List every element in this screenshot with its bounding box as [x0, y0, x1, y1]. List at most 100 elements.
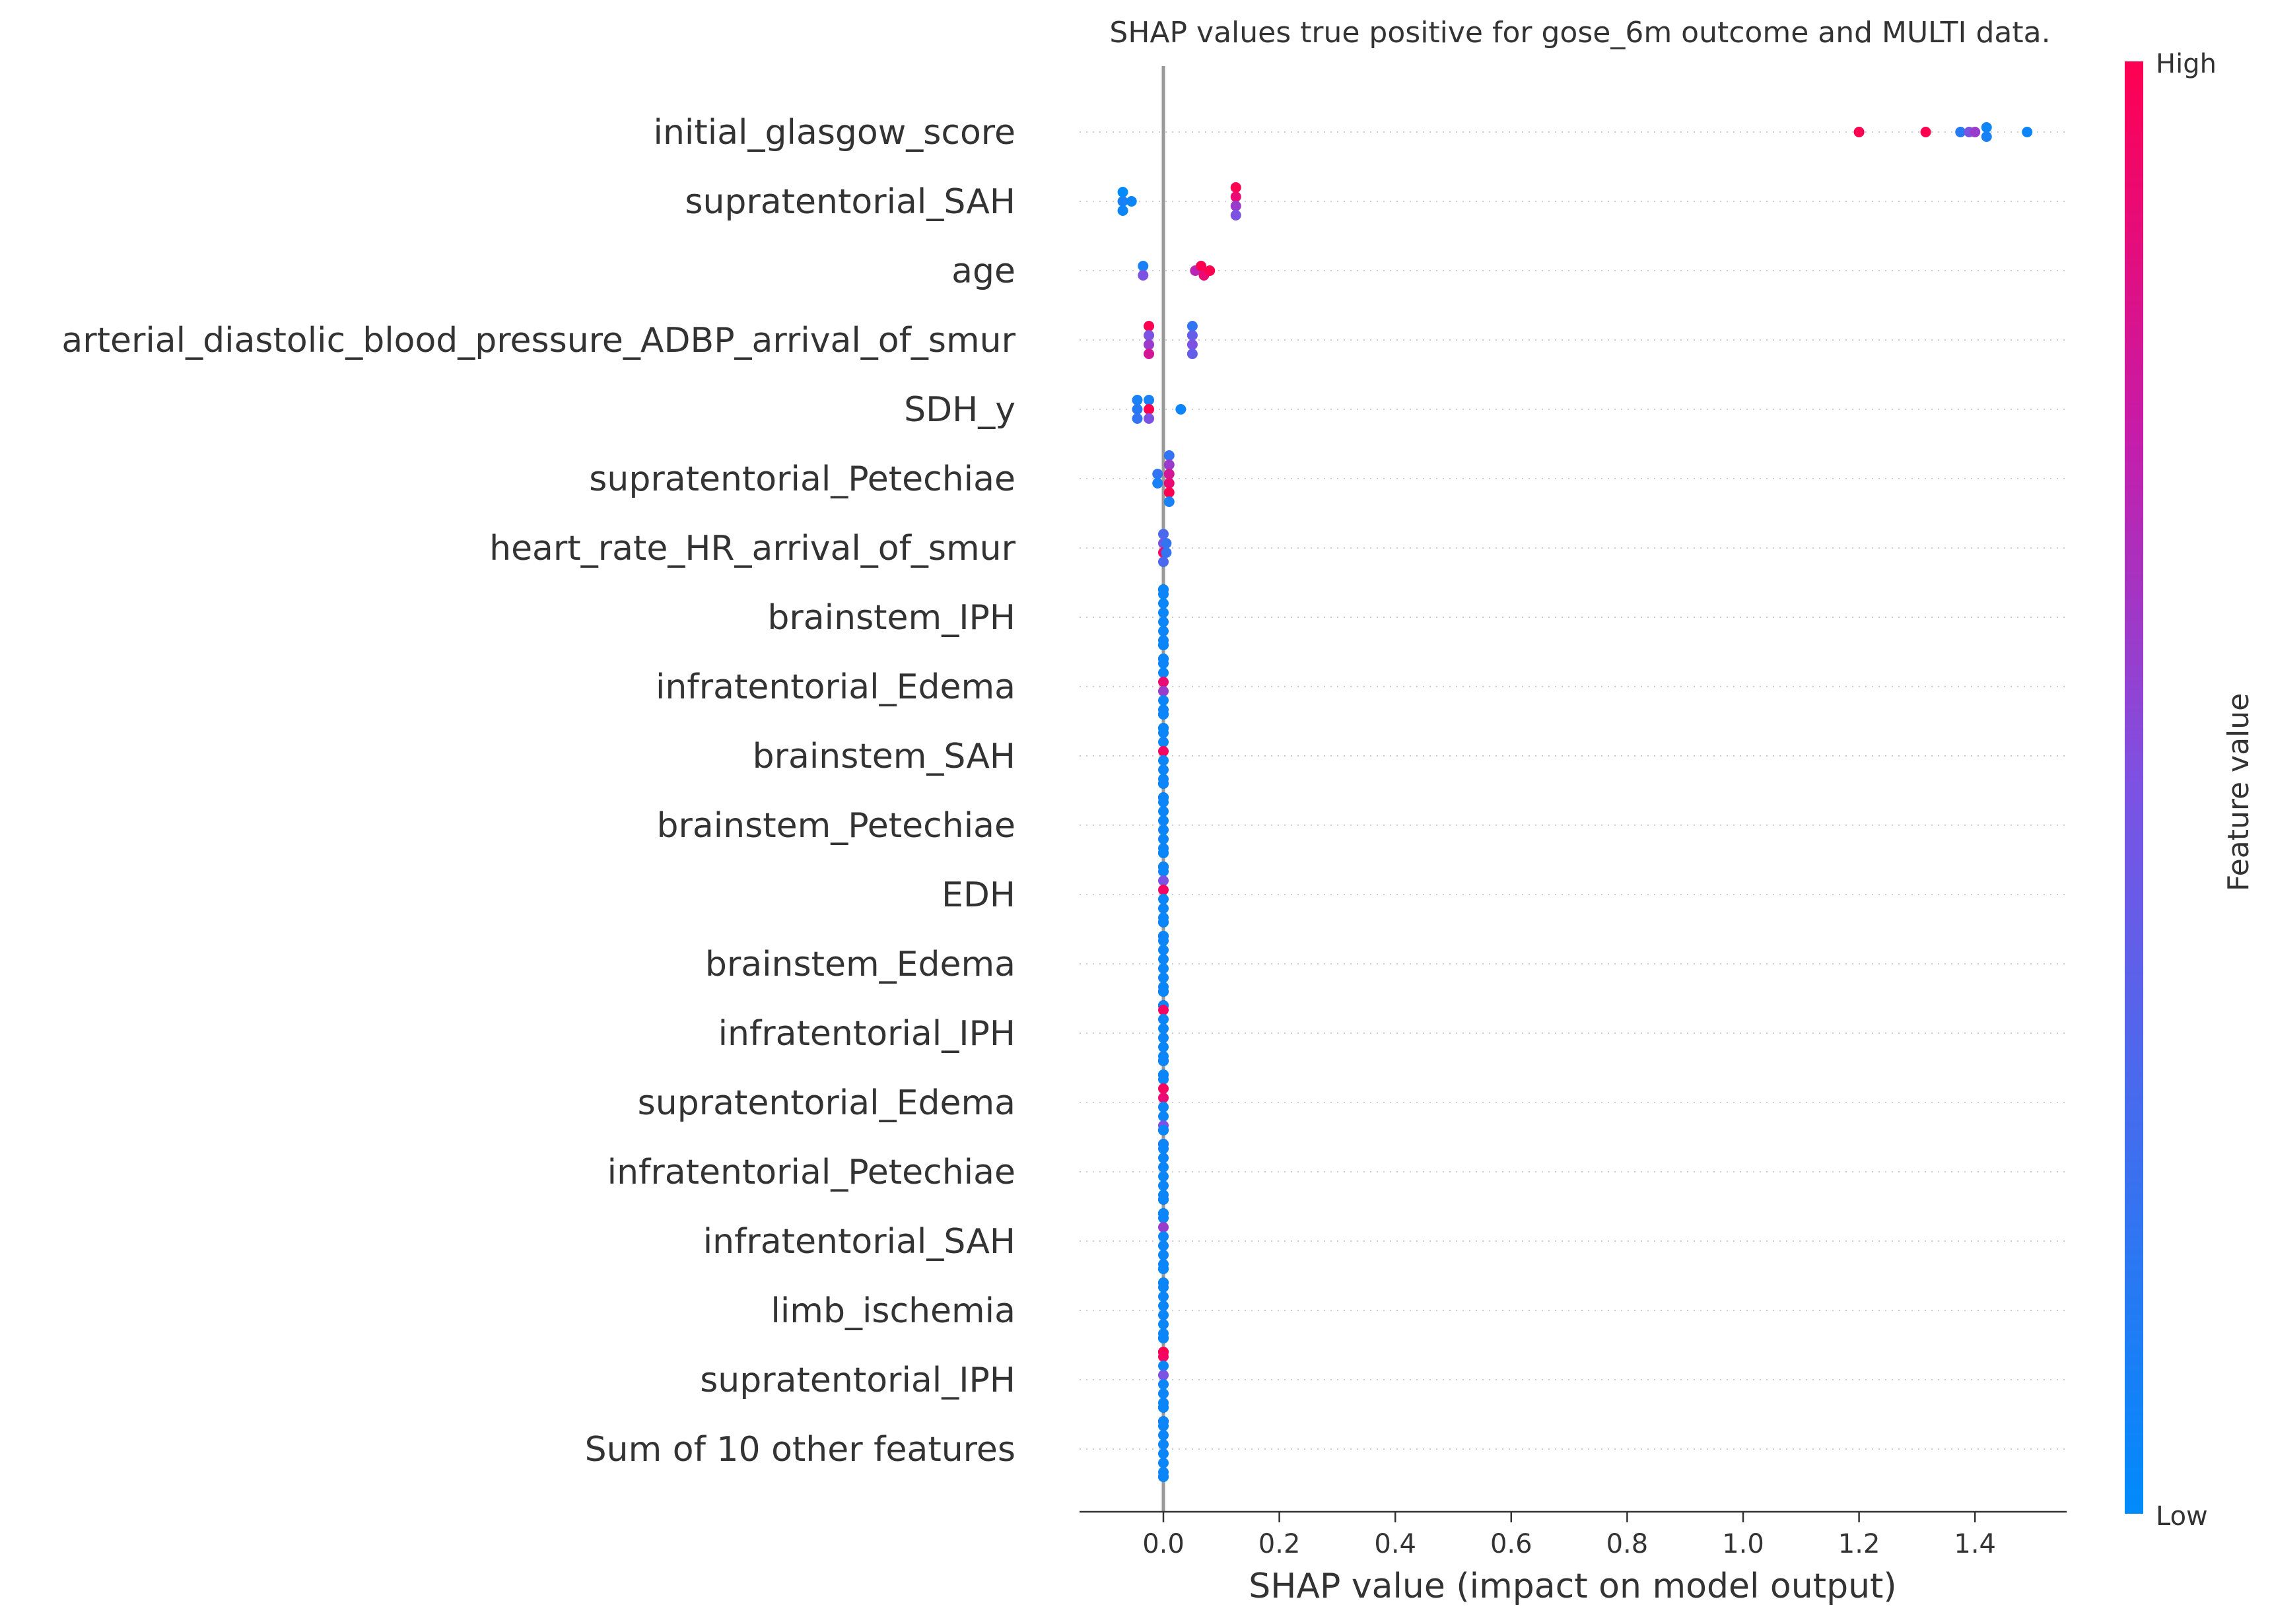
shap-point [1158, 1231, 1169, 1242]
shap-point [1126, 196, 1137, 207]
shap-point [1158, 1282, 1169, 1293]
shap-point [1158, 1014, 1169, 1025]
shap-point [1144, 349, 1155, 359]
shap-point [1158, 806, 1169, 817]
shap-point [1158, 1005, 1169, 1015]
shap-point [1158, 1111, 1169, 1122]
shap-point [1158, 1351, 1169, 1362]
shap-point [1132, 395, 1143, 405]
feature-label: supratentorial_Edema [638, 1083, 1015, 1123]
shap-point [1158, 1264, 1169, 1274]
colorbar-title: Feature value [2222, 693, 2255, 891]
shap-point [1158, 885, 1169, 895]
x-tick-label: 1.4 [1954, 1529, 1996, 1559]
shap-point [1158, 917, 1169, 928]
shap-point [1158, 1171, 1169, 1182]
shap-point [1158, 1333, 1169, 1343]
shap-point [1158, 746, 1169, 757]
shap-point [1187, 330, 1198, 341]
x-tick-label: 0.8 [1606, 1529, 1649, 1559]
shap-point [1158, 640, 1169, 650]
shap-point [1158, 557, 1169, 567]
shap-point [1158, 1430, 1169, 1440]
shap-point [1158, 972, 1169, 983]
shap-point [1158, 667, 1169, 678]
feature-label: infratentorial_Petechiae [607, 1153, 1015, 1192]
feature-label: supratentorial_Petechiae [589, 459, 1015, 499]
shap-point [1117, 205, 1128, 216]
shap-point [1158, 1319, 1169, 1330]
shap-point [1158, 797, 1169, 807]
shap-point [1158, 1222, 1169, 1233]
feature-label: initial_glasgow_score [654, 113, 1016, 152]
shap-point [1158, 529, 1169, 539]
colorbar [2125, 61, 2143, 1514]
shap-point [1230, 201, 1241, 211]
shap-point [1158, 1388, 1169, 1399]
shap-point [1163, 478, 1175, 489]
shap-point [1158, 589, 1169, 599]
shap-point [1158, 617, 1169, 627]
feature-label: brainstem_IPH [767, 598, 1015, 638]
shap-point [1158, 1032, 1169, 1043]
shap-point [1158, 1458, 1169, 1468]
shap-point [1158, 1379, 1169, 1390]
shap-point [1158, 875, 1169, 886]
shap-point [1158, 1143, 1169, 1154]
shap-point [1158, 1102, 1169, 1112]
shap-point [1187, 339, 1198, 350]
shap-point [1158, 1370, 1169, 1380]
shap-point [1158, 963, 1169, 974]
shap-point [1158, 677, 1169, 687]
shap-point [1158, 1194, 1169, 1205]
shap-point [1158, 834, 1169, 844]
shap-point [1158, 1083, 1169, 1094]
shap-point [1158, 1439, 1169, 1450]
shap-point [1158, 848, 1169, 858]
shap-point [1158, 1448, 1169, 1459]
colorbar-high-label: High [2156, 49, 2217, 79]
feature-label: infratentorial_Edema [656, 667, 1015, 707]
shap-point [1132, 404, 1143, 415]
shap-point [1158, 709, 1169, 720]
feature-label: Sum of 10 other features [585, 1430, 1015, 1470]
x-tick-label: 1.0 [1722, 1529, 1764, 1559]
shap-point [1158, 755, 1169, 766]
shap-point [1138, 270, 1149, 281]
shap-point [1163, 450, 1175, 461]
shap-point [1230, 182, 1241, 193]
shap-point [1152, 469, 1163, 479]
shap-point [1158, 1250, 1169, 1260]
shap-point [1144, 339, 1155, 350]
shap-point [1158, 945, 1169, 955]
shap-point [1158, 903, 1169, 914]
shap-point [1138, 261, 1149, 271]
shap-point [1158, 1042, 1169, 1052]
feature-label: supratentorial_SAH [685, 182, 1015, 222]
shap-point [1161, 547, 1172, 558]
shap-point [1158, 1361, 1169, 1371]
shap-point [1158, 626, 1169, 636]
shap-point [1158, 1240, 1169, 1251]
shap-point [1158, 1472, 1169, 1482]
shap-point [1144, 321, 1155, 331]
shap-point [1158, 894, 1169, 904]
shap-point [1158, 695, 1169, 706]
shap-point [1196, 261, 1207, 271]
x-axis-ticks: 0.0 0.2 0.4 0.6 0.8 1.0 1.2 1.4 [1142, 1512, 1996, 1559]
feature-label: heart_rate_HR_arrival_of_smur [489, 529, 1016, 568]
shap-point [1158, 607, 1169, 618]
x-tick-label: 0.6 [1490, 1529, 1532, 1559]
shap-points [1117, 122, 2033, 1482]
shap-point [1163, 469, 1175, 479]
shap-point [1152, 478, 1163, 489]
shap-point [1158, 935, 1169, 946]
shap-point [1981, 131, 1992, 142]
feature-label: infratentorial_IPH [718, 1014, 1015, 1054]
shap-point [1158, 778, 1169, 789]
shap-point [1158, 1402, 1169, 1413]
shap-point [1158, 1162, 1169, 1172]
feature-label: brainstem_SAH [753, 737, 1015, 776]
shap-point [1158, 1213, 1169, 1223]
